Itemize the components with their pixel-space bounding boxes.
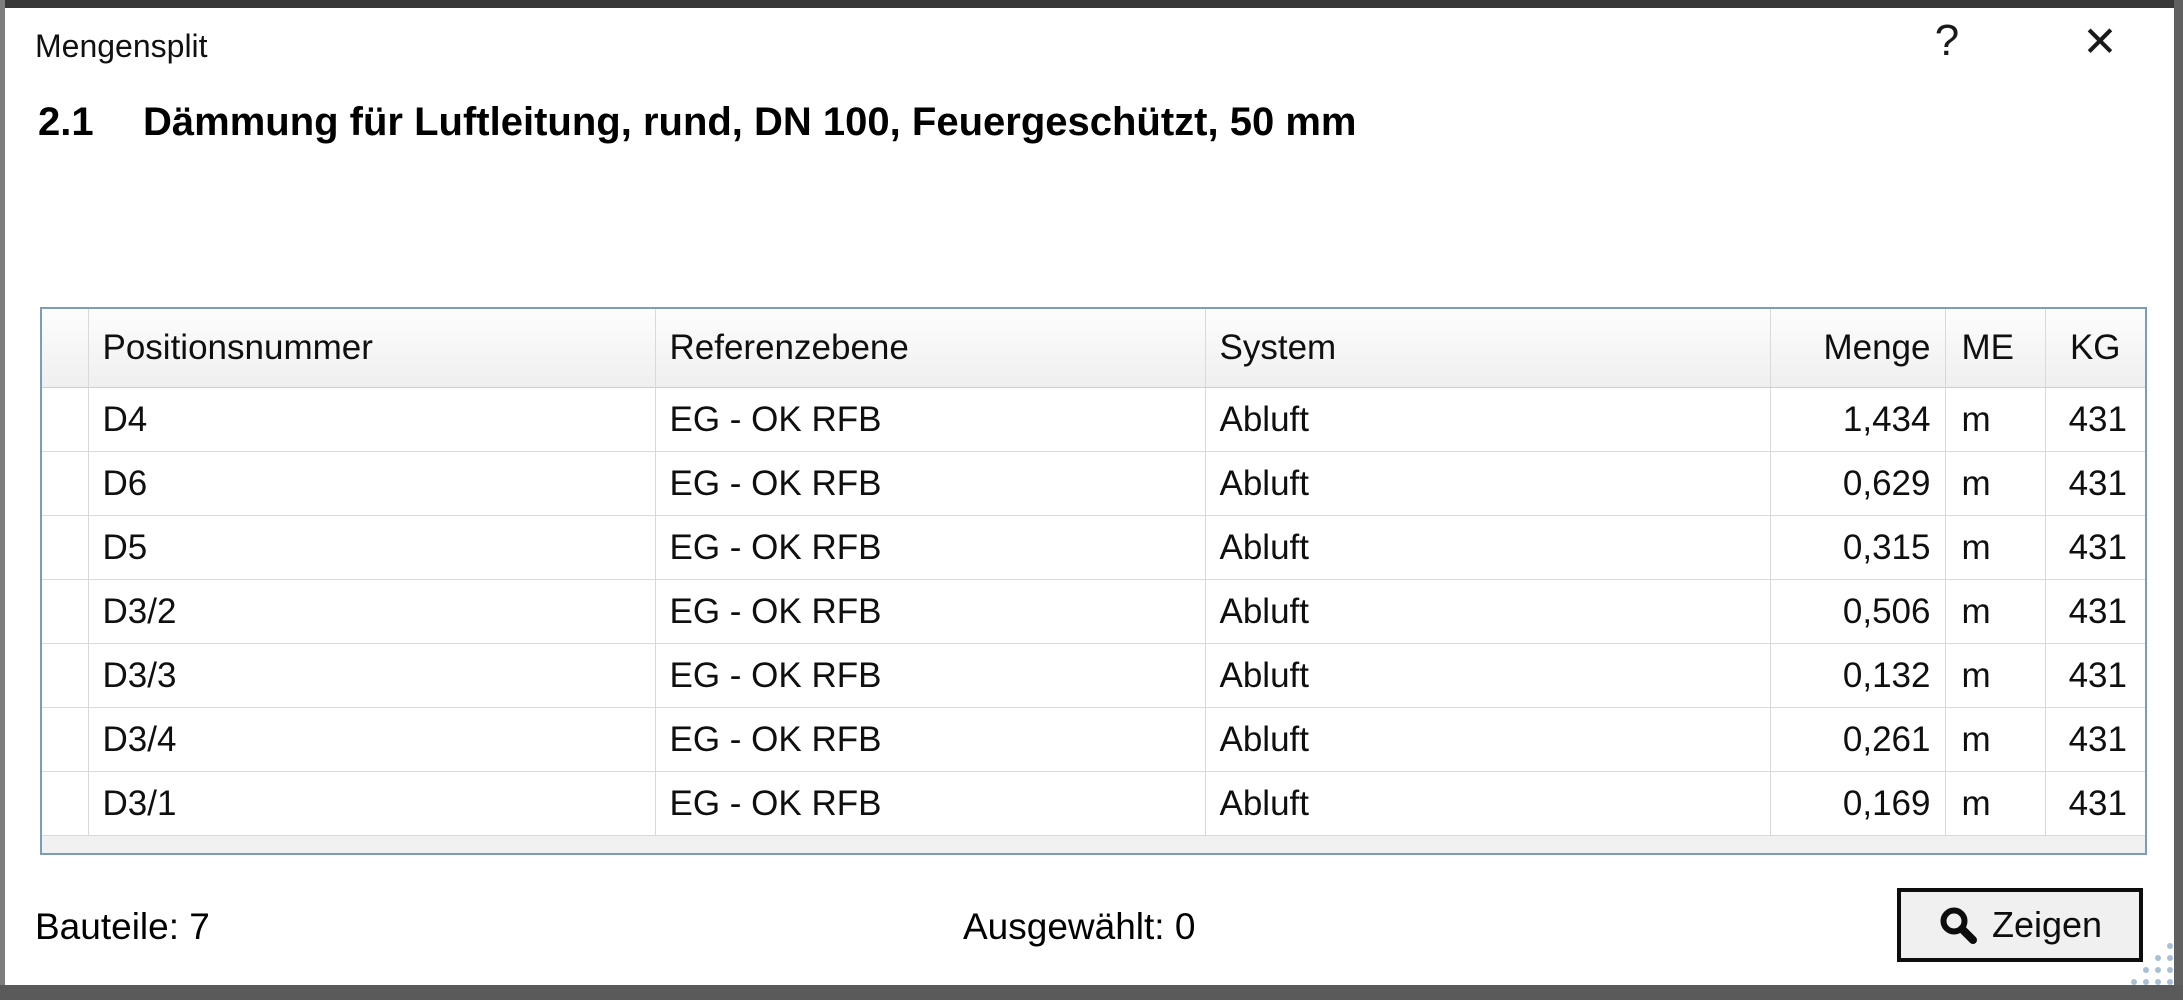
table-header-row: Positionsnummer Referenzebene System Men… xyxy=(42,309,2145,388)
cell-me: m xyxy=(1945,643,2046,708)
column-header-kg[interactable]: KG xyxy=(2045,309,2145,388)
table-row[interactable]: D5 EG - OK RFB Abluft 0,315 m 431 xyxy=(42,515,2145,580)
cell-system: Abluft xyxy=(1205,451,1771,516)
cell-positionsnummer: D3/3 xyxy=(88,643,656,708)
table-row[interactable]: D4 EG - OK RFB Abluft 1,434 m 431 xyxy=(42,387,2145,452)
cell-system: Abluft xyxy=(1205,643,1771,708)
cell-menge: 0,132 xyxy=(1770,643,1946,708)
cell-positionsnummer: D4 xyxy=(88,387,656,452)
column-header-me[interactable]: ME xyxy=(1945,309,2046,388)
cell-kg: 431 xyxy=(2045,707,2145,772)
row-selector-cell xyxy=(42,643,89,708)
cell-referenzebene: EG - OK RFB xyxy=(655,707,1206,772)
cell-positionsnummer: D3/2 xyxy=(88,579,656,644)
window-border-left xyxy=(0,0,5,1000)
cell-kg: 431 xyxy=(2045,771,2145,836)
cell-menge: 1,434 xyxy=(1770,387,1946,452)
zeigen-button[interactable]: Zeigen xyxy=(1897,888,2143,962)
row-selector-cell xyxy=(42,771,89,836)
cell-referenzebene: EG - OK RFB xyxy=(655,451,1206,516)
cell-me: m xyxy=(1945,707,2046,772)
cell-system: Abluft xyxy=(1205,515,1771,580)
column-header-system[interactable]: System xyxy=(1205,309,1771,388)
cell-menge: 0,506 xyxy=(1770,579,1946,644)
table-filler-strip xyxy=(42,836,2145,853)
cell-kg: 431 xyxy=(2045,515,2145,580)
cell-kg: 431 xyxy=(2045,451,2145,516)
cell-menge: 0,315 xyxy=(1770,515,1946,580)
cell-positionsnummer: D6 xyxy=(88,451,656,516)
cell-positionsnummer: D5 xyxy=(88,515,656,580)
heading-number: 2.1 xyxy=(38,100,94,144)
cell-me: m xyxy=(1945,579,2046,644)
bauteile-count-label: Bauteile: 7 xyxy=(35,906,210,947)
mengensplit-table: Positionsnummer Referenzebene System Men… xyxy=(40,307,2147,855)
cell-referenzebene: EG - OK RFB xyxy=(655,579,1206,644)
cell-menge: 0,261 xyxy=(1770,707,1946,772)
window-border-right xyxy=(2174,0,2183,1000)
cell-me: m xyxy=(1945,387,2046,452)
row-selector-cell xyxy=(42,515,89,580)
cell-me: m xyxy=(1945,451,2046,516)
row-selector-cell xyxy=(42,707,89,772)
cell-kg: 431 xyxy=(2045,387,2145,452)
column-header-positionsnummer[interactable]: Positionsnummer xyxy=(88,309,656,388)
row-selector-cell xyxy=(42,387,89,452)
cell-me: m xyxy=(1945,771,2046,836)
row-selector-cell xyxy=(42,579,89,644)
cell-system: Abluft xyxy=(1205,707,1771,772)
column-header-selector xyxy=(42,309,89,388)
cell-kg: 431 xyxy=(2045,643,2145,708)
row-selector-cell xyxy=(42,451,89,516)
window-border-top xyxy=(0,0,2183,8)
cell-kg: 431 xyxy=(2045,579,2145,644)
column-header-menge[interactable]: Menge xyxy=(1770,309,1946,388)
resize-grip[interactable] xyxy=(2130,942,2174,986)
window-title: Mengensplit xyxy=(35,28,208,64)
magnifier-icon xyxy=(1938,905,1978,945)
cell-positionsnummer: D3/4 xyxy=(88,707,656,772)
cell-referenzebene: EG - OK RFB xyxy=(655,643,1206,708)
close-icon[interactable]: ✕ xyxy=(2068,12,2132,70)
cell-referenzebene: EG - OK RFB xyxy=(655,515,1206,580)
cell-menge: 0,169 xyxy=(1770,771,1946,836)
table-row[interactable]: D6 EG - OK RFB Abluft 0,629 m 431 xyxy=(42,451,2145,516)
help-button[interactable]: ? xyxy=(1915,12,1979,70)
cell-referenzebene: EG - OK RFB xyxy=(655,771,1206,836)
cell-system: Abluft xyxy=(1205,771,1771,836)
heading-text: Dämmung für Luftleitung, rund, DN 100, F… xyxy=(143,100,1357,144)
ausgewaehlt-count-label: Ausgewählt: 0 xyxy=(963,906,1196,947)
table-row[interactable]: D3/2 EG - OK RFB Abluft 0,506 m 431 xyxy=(42,579,2145,644)
page-title: 2.1 Dämmung für Luftleitung, rund, DN 100… xyxy=(38,100,1356,145)
cell-positionsnummer: D3/1 xyxy=(88,771,656,836)
cell-referenzebene: EG - OK RFB xyxy=(655,387,1206,452)
column-header-referenzebene[interactable]: Referenzebene xyxy=(655,309,1206,388)
table-row[interactable]: D3/3 EG - OK RFB Abluft 0,132 m 431 xyxy=(42,643,2145,708)
window-border-bottom xyxy=(0,985,2183,1000)
cell-me: m xyxy=(1945,515,2046,580)
cell-menge: 0,629 xyxy=(1770,451,1946,516)
table-row[interactable]: D3/4 EG - OK RFB Abluft 0,261 m 431 xyxy=(42,707,2145,772)
table-row[interactable]: D3/1 EG - OK RFB Abluft 0,169 m 431 xyxy=(42,771,2145,836)
cell-system: Abluft xyxy=(1205,579,1771,644)
cell-system: Abluft xyxy=(1205,387,1771,452)
zeigen-button-label: Zeigen xyxy=(1991,904,2103,945)
